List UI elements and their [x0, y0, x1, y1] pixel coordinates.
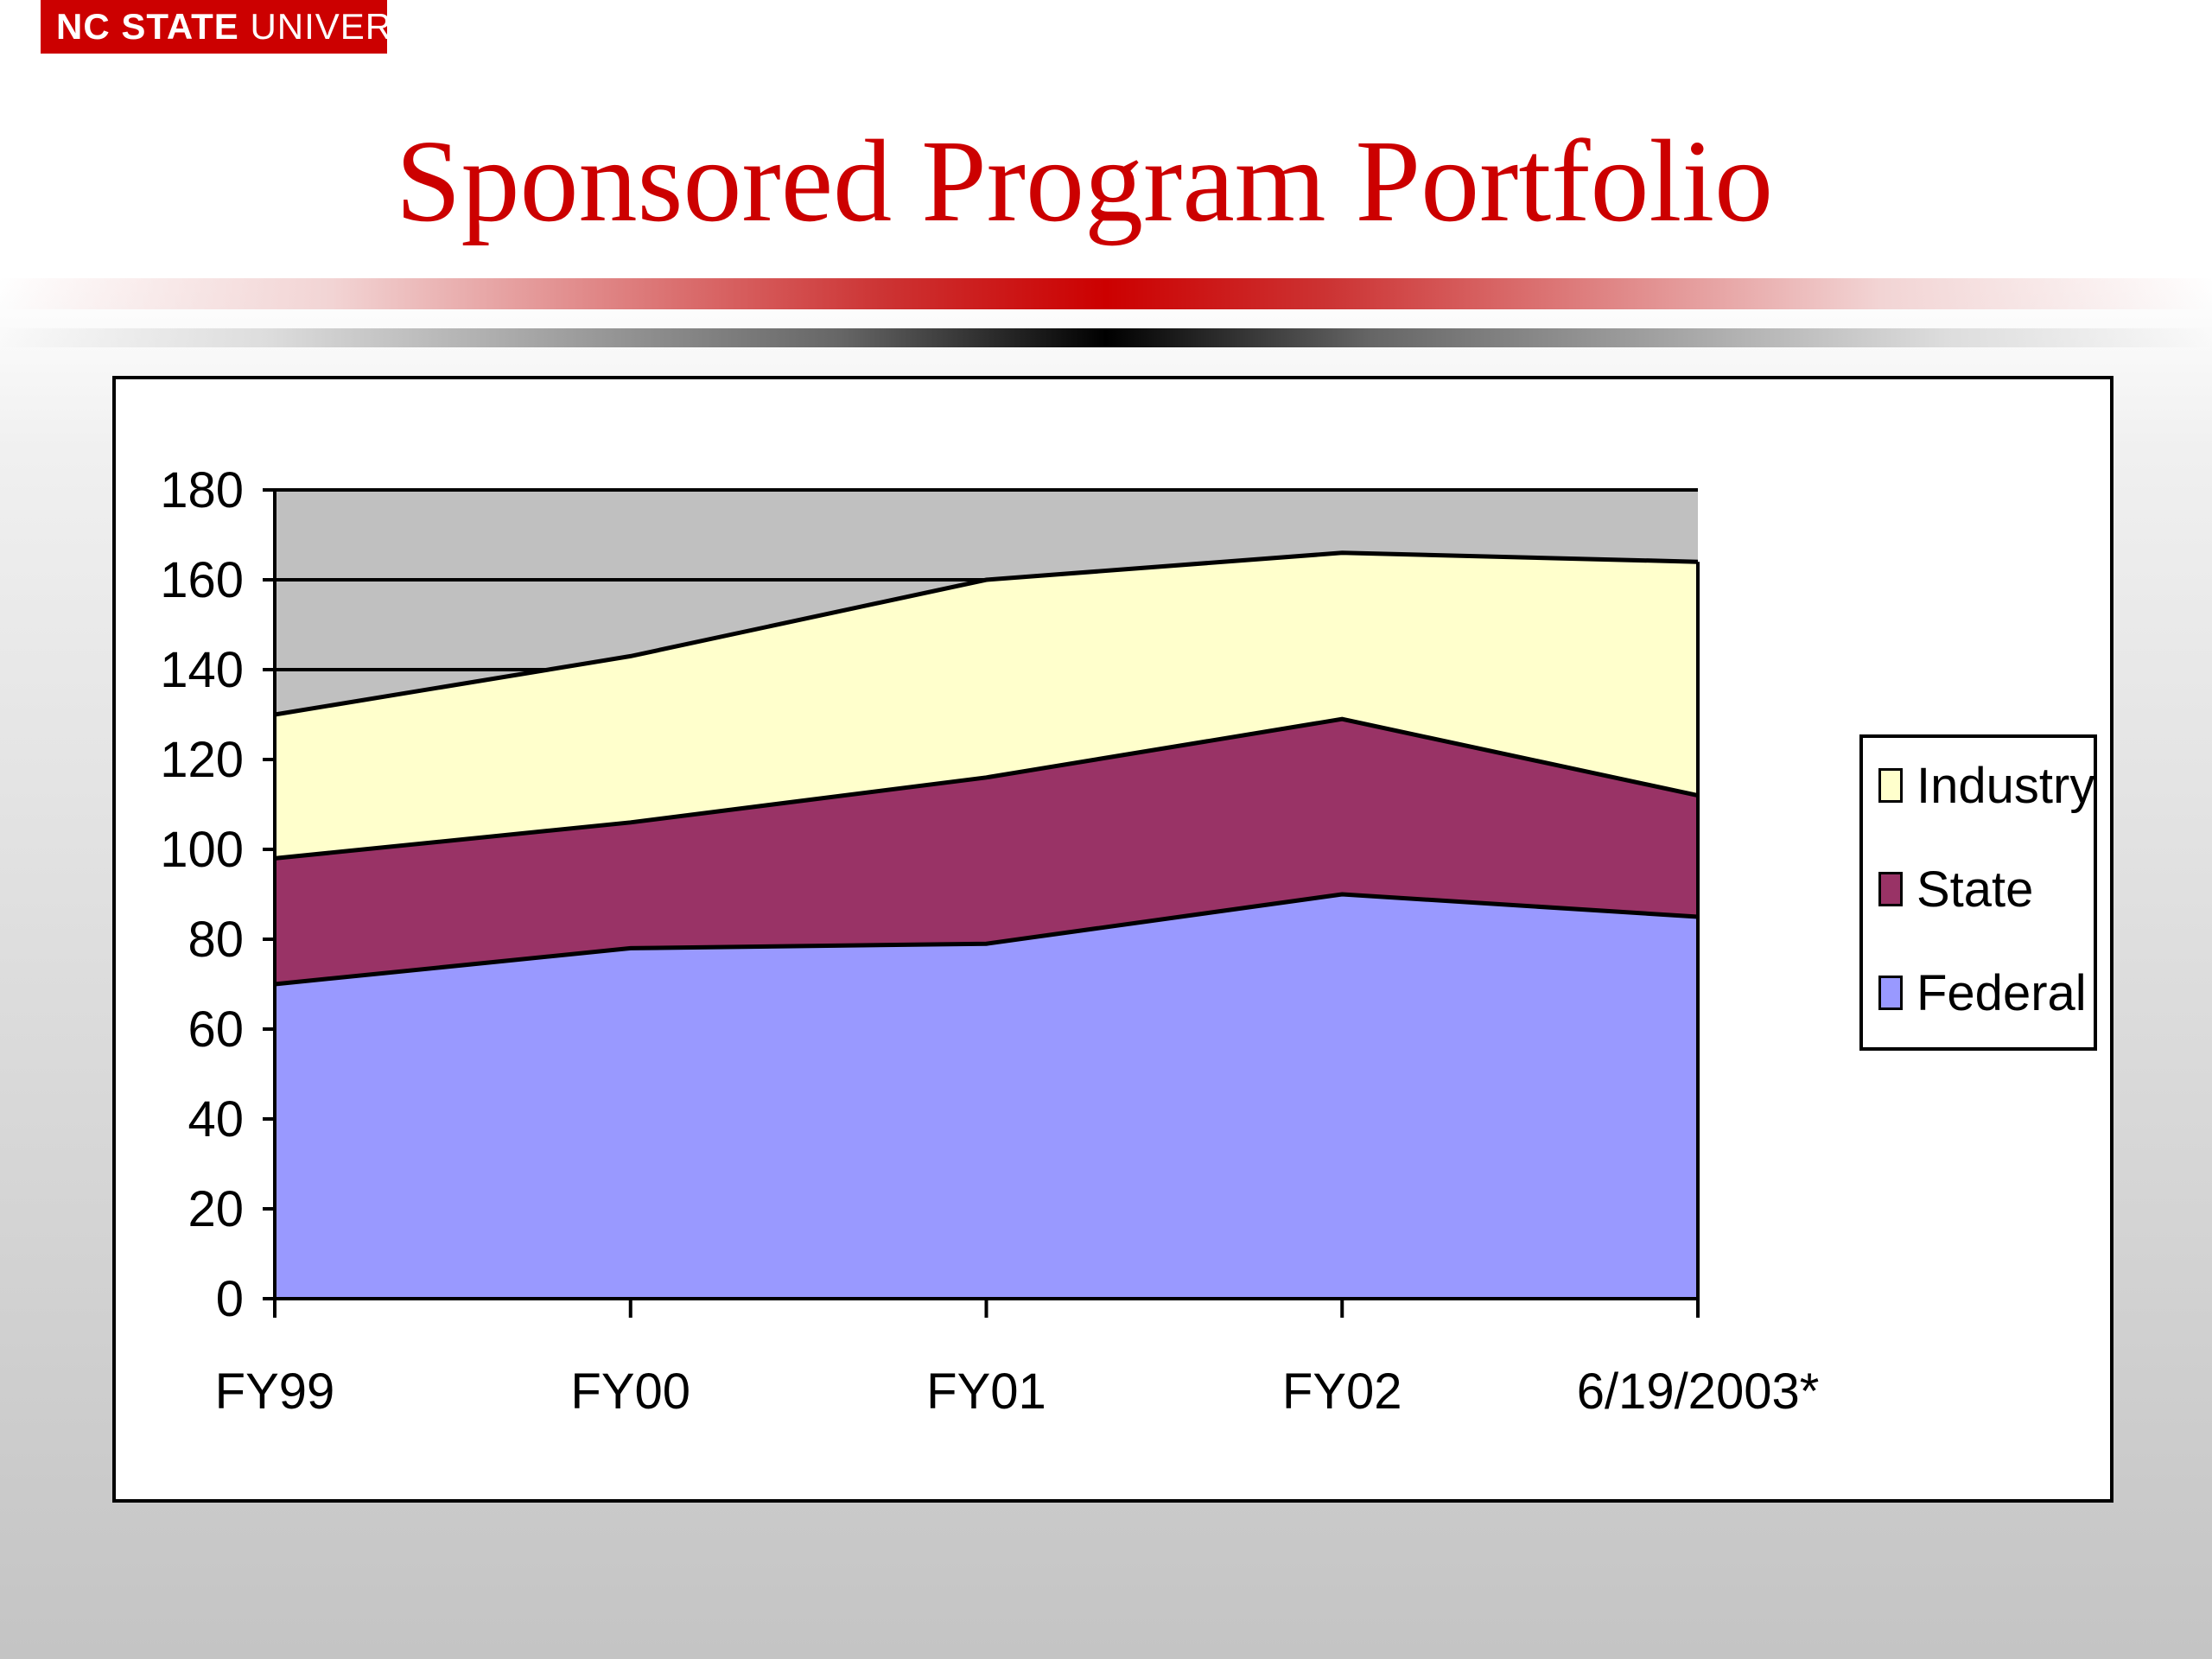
- y-tick-label: 80: [188, 912, 244, 968]
- chart-legend: Industry State Federal: [1859, 734, 2097, 1051]
- series-area-federal: [275, 894, 1698, 1299]
- y-tick-label: 60: [188, 1001, 244, 1058]
- legend-item-industry: Industry: [1878, 755, 2094, 816]
- y-tick-label: 100: [160, 822, 244, 878]
- x-tick-label: FY99: [215, 1363, 335, 1420]
- series-line-state: [274, 716, 1699, 861]
- decorative-red-bar: [0, 278, 2212, 309]
- logo-bold-text: NC STATE: [56, 6, 239, 47]
- x-tick-label: FY02: [1282, 1363, 1402, 1420]
- legend-item-federal: Federal: [1878, 963, 2087, 1023]
- x-tick-label: FY01: [926, 1363, 1046, 1420]
- y-tick-label: 0: [216, 1271, 244, 1327]
- university-logo: NC STATE UNIVERSITY: [41, 0, 475, 54]
- series-line-federal: [274, 892, 1699, 987]
- x-tick-label: FY00: [570, 1363, 690, 1420]
- y-tick-label: 180: [160, 462, 244, 518]
- legend-swatch: [1878, 976, 1903, 1010]
- logo-regular-text: UNIVERSITY: [250, 6, 477, 47]
- y-tick-label: 40: [188, 1091, 244, 1147]
- legend-swatch: [1878, 768, 1903, 803]
- y-tick-label: 140: [160, 642, 244, 698]
- legend-swatch: [1878, 872, 1903, 906]
- series-line-industry: [274, 550, 1699, 717]
- legend-label: Federal: [1916, 964, 2087, 1021]
- y-tick-label: 160: [160, 552, 244, 608]
- legend-label: State: [1916, 861, 2034, 918]
- legend-item-state: State: [1878, 859, 2033, 919]
- y-tick-label: 20: [188, 1181, 244, 1237]
- slide-title: Sponsored Program Portfolio: [395, 117, 1774, 246]
- x-tick-label: 6/19/2003*: [1577, 1363, 1820, 1420]
- y-tick-label: 120: [160, 732, 244, 788]
- decorative-black-bar: [0, 328, 2212, 347]
- series-area-industry: [275, 552, 1698, 859]
- series-area-state: [275, 719, 1698, 984]
- legend-label: Industry: [1916, 757, 2095, 814]
